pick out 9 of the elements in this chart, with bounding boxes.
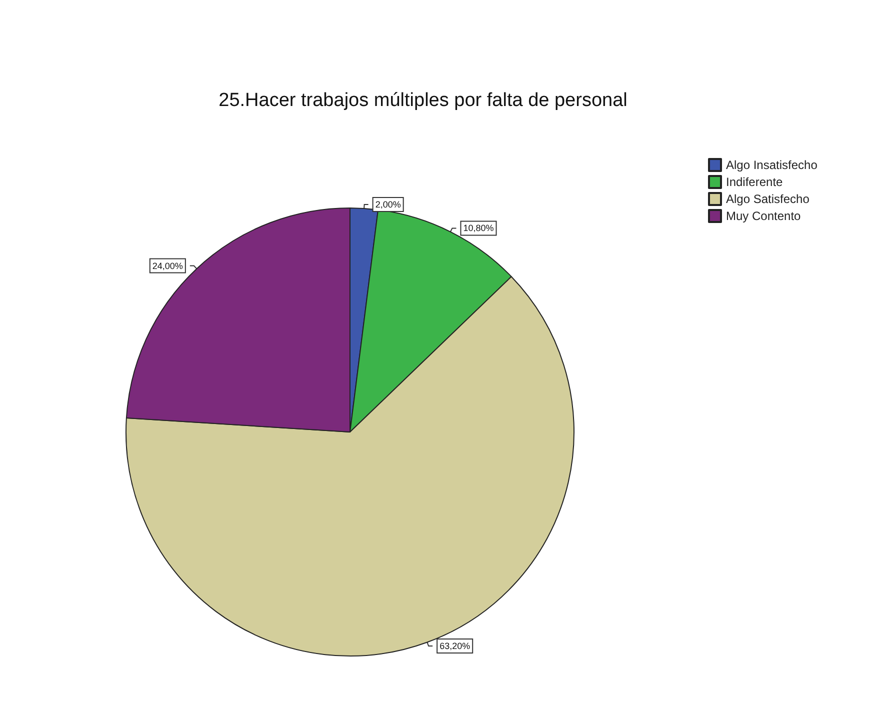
data-label: 63,20%	[440, 641, 470, 652]
data-label: 24,00%	[152, 260, 183, 271]
chart-title: 25.Hacer trabajos múltiples por falta de personal	[218, 90, 628, 111]
legend-label: Muy Contento	[726, 209, 802, 223]
data-label: 2,00%	[375, 199, 401, 210]
legend-label: Algo Insatisfecho	[726, 158, 818, 172]
legend-label: Indiferente	[726, 175, 784, 189]
legend-label: Algo Satisfecho	[726, 192, 810, 206]
data-label: 10,80%	[463, 223, 494, 234]
